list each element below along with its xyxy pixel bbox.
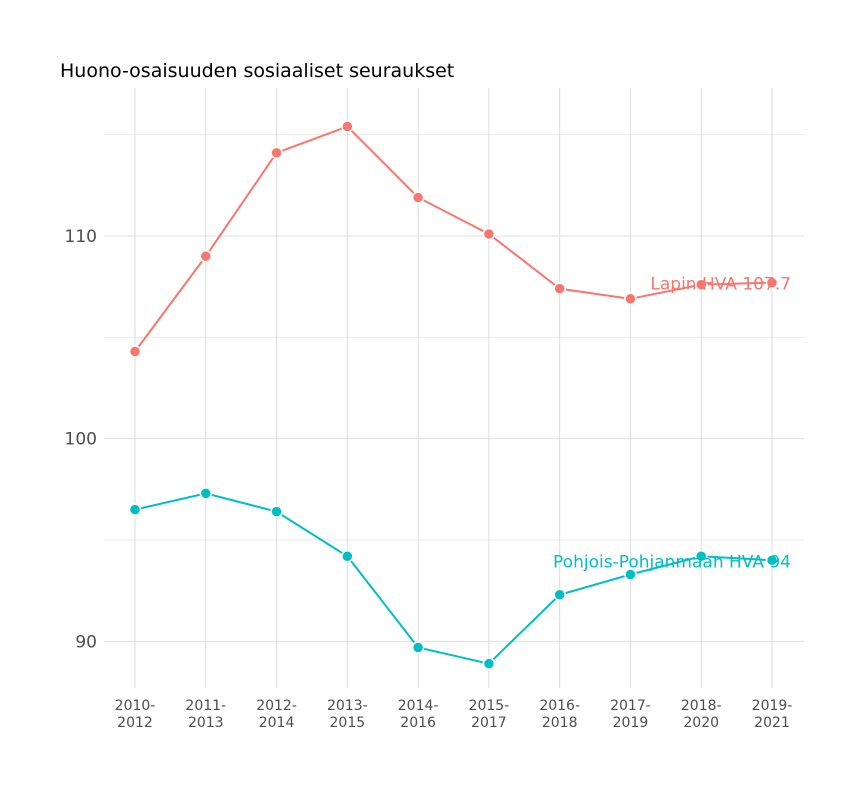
series-end-label: Pohjois-Pohjanmaan HVA 94 bbox=[553, 552, 791, 572]
x-tick-label: 2012-2014 bbox=[256, 698, 297, 731]
series-0: Lapin HVA 107.7 bbox=[128, 120, 791, 358]
x-tick-label-line: 2013- bbox=[327, 698, 368, 714]
x-tick-label-line: 2019- bbox=[752, 698, 793, 714]
series-layer: Lapin HVA 107.7 Pohjois-Pohjanmaan HVA 94 bbox=[128, 120, 791, 670]
x-tick-label-line: 2018 bbox=[542, 715, 578, 731]
x-tick-label: 2019-2021 bbox=[752, 698, 793, 731]
x-tick-label-line: 2012 bbox=[117, 715, 153, 731]
data-point bbox=[199, 249, 213, 263]
x-tick-label-line: 2016 bbox=[400, 715, 436, 731]
x-tick-label-line: 2013 bbox=[188, 715, 224, 731]
x-tick-label: 2016-2018 bbox=[539, 698, 580, 731]
chart-title: Huono-osaisuuden sosiaaliset seuraukset bbox=[60, 60, 454, 82]
data-point bbox=[765, 554, 779, 567]
data-point bbox=[553, 588, 566, 602]
x-tick-label-line: 2011- bbox=[185, 698, 226, 714]
data-point bbox=[694, 278, 708, 291]
data-point bbox=[341, 549, 354, 563]
grid bbox=[104, 88, 804, 688]
data-point bbox=[270, 146, 283, 160]
data-point bbox=[624, 568, 637, 581]
data-point bbox=[482, 657, 496, 670]
x-tick-label-line: 2017 bbox=[471, 715, 507, 731]
series-end-label: Lapin HVA 107.7 bbox=[650, 275, 791, 295]
x-tick-label-line: 2015- bbox=[469, 698, 510, 714]
data-point bbox=[624, 292, 637, 306]
series-1: Pohjois-Pohjanmaan HVA 94 bbox=[128, 487, 791, 670]
x-tick-label-line: 2010- bbox=[115, 698, 156, 714]
x-tick-label: 2018-2020 bbox=[681, 698, 722, 731]
x-tick-label-line: 2012- bbox=[256, 698, 297, 714]
x-tick-label-line: 2014- bbox=[398, 698, 439, 714]
data-point bbox=[694, 549, 708, 563]
x-tick-label-line: 2014 bbox=[259, 715, 295, 731]
x-axis: 2010-2012 2011-2013 2012-2014 2013-2015 2014… bbox=[115, 698, 793, 731]
data-point bbox=[128, 345, 142, 358]
x-tick-label: 2014-2016 bbox=[398, 698, 439, 731]
series-line bbox=[134, 125, 773, 353]
x-tick-label-line: 2016- bbox=[539, 698, 580, 714]
data-point bbox=[411, 641, 425, 654]
y-tick-label: 110 bbox=[65, 227, 97, 247]
x-tick-label-line: 2021 bbox=[754, 715, 790, 731]
data-point bbox=[411, 191, 425, 204]
data-point bbox=[128, 503, 142, 516]
x-tick-label-line: 2019 bbox=[613, 715, 649, 731]
data-point bbox=[765, 276, 779, 289]
series-line bbox=[134, 492, 773, 665]
data-point bbox=[341, 120, 354, 133]
x-tick-label: 2017-2019 bbox=[610, 698, 651, 731]
data-point bbox=[482, 227, 496, 241]
data-point bbox=[199, 487, 213, 500]
y-axis: 90 100 110 bbox=[65, 227, 97, 652]
x-tick-label-line: 2015 bbox=[330, 715, 366, 731]
x-tick-label: 2015-2017 bbox=[469, 698, 510, 731]
data-point bbox=[553, 282, 566, 295]
y-tick-label: 90 bbox=[75, 632, 97, 652]
x-tick-label-line: 2020 bbox=[683, 715, 719, 731]
x-tick-label: 2010-2012 bbox=[115, 698, 156, 731]
x-tick-label-line: 2017- bbox=[610, 698, 651, 714]
x-tick-label: 2013-2015 bbox=[327, 698, 368, 731]
x-tick-label-line: 2018- bbox=[681, 698, 722, 714]
y-tick-label: 100 bbox=[65, 430, 97, 450]
x-tick-label: 2011-2013 bbox=[185, 698, 226, 731]
data-point bbox=[270, 505, 283, 518]
